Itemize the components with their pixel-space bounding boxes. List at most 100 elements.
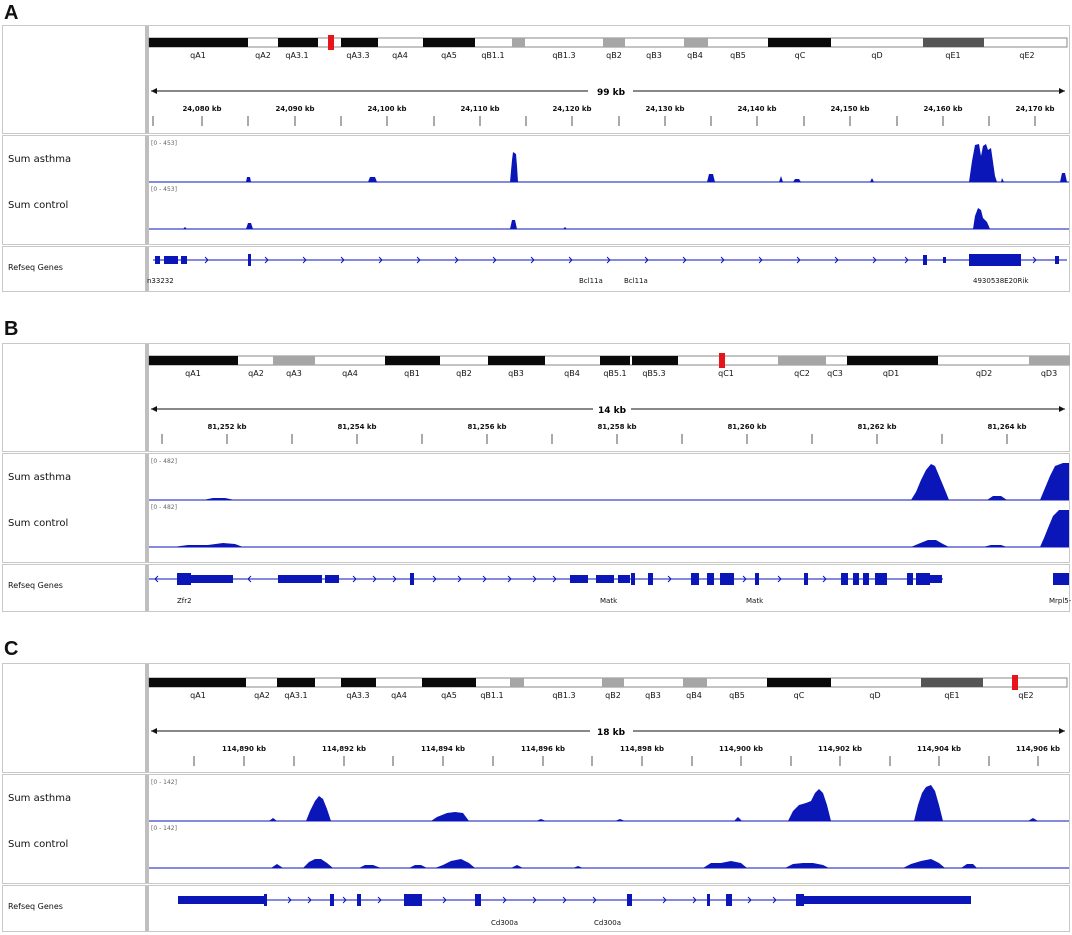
strand-arrows [287, 896, 777, 904]
cytoband-label: qA1 [190, 51, 206, 60]
cytoband-labels: qA1 qA2 qA3.1 qA3.3 qA4 qA5 qB1.1 qB1.3 … [190, 51, 1034, 60]
genes-panel-c: Refseq Genes Cd300a Cd300a [2, 885, 1070, 932]
cytoband-label: qB5.1 [603, 369, 626, 378]
gene-name: Bcl11a [624, 277, 648, 285]
ideogram-c[interactable]: qA1 qA2 qA3.1 qA3.3 qA4 qA5 qB1.1 qB1.3 … [3, 664, 1071, 774]
cytoband-label: qA3.1 [284, 691, 307, 700]
cytoband-label: qD [869, 691, 880, 700]
track-name[interactable]: Sum asthma [8, 472, 72, 483]
track-data-range: [0 - 142] [151, 779, 177, 786]
track-name[interactable]: Sum control [8, 200, 69, 211]
track-name[interactable]: Sum asthma [8, 793, 72, 804]
ideogram-ruler-area-b: qA1 qA2 qA3 qA4 qB1 qB2 qB3 qB4 qB5.1 qB… [2, 343, 1070, 452]
track-data-range: [0 - 453] [151, 140, 177, 147]
ruler-tick-label: 24,120 kb [552, 105, 591, 113]
asthma-signal [246, 144, 1067, 182]
cytoband-label: qB1.3 [552, 691, 575, 700]
ruler-tick-label: 24,100 kb [367, 105, 406, 113]
gene-name: Bcl11a [579, 277, 603, 285]
coverage-tracks-a[interactable]: [0 - 453] [0 - 453] [3, 136, 1071, 246]
gene-name: Mrpl5- [1049, 597, 1071, 605]
cytoband-label: qA2 [254, 691, 270, 700]
span-label: 18 kb [597, 728, 626, 738]
cytoband-label: qA5 [441, 51, 457, 60]
ruler-tick-label: 81,260 kb [727, 423, 766, 431]
span-indicator: 18 kb [151, 728, 1065, 738]
track-data-range: [0 - 142] [151, 825, 177, 832]
ruler-tick-label: 24,110 kb [460, 105, 499, 113]
coverage-tracks-b[interactable]: [0 - 482] [0 - 482] [3, 454, 1071, 564]
ruler-tick-label: 114,902 kb [818, 745, 862, 753]
cytoband-label: qB3 [646, 51, 662, 60]
cytoband-label: qB2 [456, 369, 472, 378]
ruler-tick-label: 81,258 kb [597, 423, 636, 431]
track-name[interactable]: Sum asthma [8, 154, 72, 165]
cytoband-label: qA4 [391, 691, 407, 700]
cytoband-label: qB3 [645, 691, 661, 700]
cytoband-label: qB5 [729, 691, 745, 700]
track-name[interactable]: Sum control [8, 839, 69, 850]
ruler-tick-label: 24,170 kb [1015, 105, 1054, 113]
ruler-tick-label: 81,252 kb [207, 423, 246, 431]
track-name[interactable]: Sum control [8, 518, 69, 529]
ruler-tick-label: 81,264 kb [987, 423, 1026, 431]
ruler-tick-label: 24,160 kb [923, 105, 962, 113]
ruler-tick-label: 114,898 kb [620, 745, 664, 753]
cytoband-label: qB4 [687, 51, 703, 60]
cytoband-label: qB5.3 [642, 369, 665, 378]
ruler-tick-label: 114,906 kb [1016, 745, 1060, 753]
span-indicator: 99 kb [151, 88, 1065, 98]
cytoband-label: qA2 [248, 369, 264, 378]
data-panel-b: Sum asthma Sum control [0 - 482] [0 - 48… [2, 453, 1070, 563]
cytoband-label: qA3 [286, 369, 302, 378]
cytoband-label: qB1.1 [481, 51, 504, 60]
cytoband-label: qB1.1 [480, 691, 503, 700]
cytoband-label: qA4 [342, 369, 358, 378]
gene-track-a[interactable]: n33232 Bcl11a Bcl11a 4930538E20Rik [3, 247, 1071, 293]
genes-track-label[interactable]: Refseq Genes [8, 581, 63, 590]
cytoband-label: qA3.1 [285, 51, 308, 60]
ruler-tick-label: 24,130 kb [645, 105, 684, 113]
cytoband-label: qB1.3 [552, 51, 575, 60]
coverage-tracks-c[interactable]: [0 - 142] [0 - 142] [3, 775, 1071, 885]
genes-track-label[interactable]: Refseq Genes [8, 902, 63, 911]
cytoband-label: qD [871, 51, 882, 60]
panel-letter-b: B [4, 318, 19, 340]
gene-name: Cd300a [491, 919, 518, 927]
ruler-tick-label: 114,892 kb [322, 745, 366, 753]
gene-track-b[interactable]: Zfr2 Matk Matk Mrpl5- [3, 565, 1071, 613]
gene-track-c[interactable]: Cd300a Cd300a [3, 886, 1071, 933]
genes-panel-a: Refseq Genes n33232 Bcl11a Bcl11a 493053… [2, 246, 1070, 292]
ruler-tick-label: 114,904 kb [917, 745, 961, 753]
ruler-tick-label: 24,150 kb [830, 105, 869, 113]
genes-panel-b: Refseq Genes Zfr2 Matk [2, 564, 1071, 613]
cytoband-label: qC1 [718, 369, 734, 378]
ideogram-ruler-area-a: qA1 qA2 qA3.1 qA3.3 qA4 qA5 qB1.1 qB1.3 … [2, 25, 1070, 134]
cytoband-label: qB3 [508, 369, 524, 378]
strand-arrows [204, 256, 1037, 264]
control-signal [271, 859, 977, 868]
span-indicator: 14 kb [151, 406, 1065, 416]
genes-track-label[interactable]: Refseq Genes [8, 263, 63, 272]
ideogram-a[interactable]: qA1 qA2 qA3.1 qA3.3 qA4 qA5 qB1.1 qB1.3 … [3, 26, 1071, 135]
data-panel-c: Sum asthma Sum control [0 - 142] [0 - 14… [2, 774, 1070, 884]
cytoband-label: qA4 [392, 51, 408, 60]
track-data-range: [0 - 482] [151, 504, 177, 511]
cytoband-label: qC [795, 51, 806, 60]
strand-arrows [154, 575, 827, 583]
cytoband-label: qE1 [944, 691, 959, 700]
ideogram-b[interactable]: qA1 qA2 qA3 qA4 qB1 qB2 qB3 qB4 qB5.1 qB… [3, 344, 1071, 453]
control-signal [183, 208, 990, 229]
cytoband-label: qC3 [827, 369, 843, 378]
cytoband-label: qC2 [794, 369, 810, 378]
gene-name: n33232 [147, 277, 174, 285]
ruler-tick-label: 81,254 kb [337, 423, 376, 431]
ruler-tick-label: 24,090 kb [275, 105, 314, 113]
cytoband-label: qE2 [1019, 51, 1034, 60]
ruler-tick-label: 114,894 kb [421, 745, 465, 753]
panel-letter-a: A [4, 2, 19, 24]
current-view-marker [328, 35, 334, 50]
cytoband-label: qB4 [686, 691, 702, 700]
cytoband-label: qB2 [606, 51, 622, 60]
ruler-tick-label: 24,080 kb [182, 105, 221, 113]
